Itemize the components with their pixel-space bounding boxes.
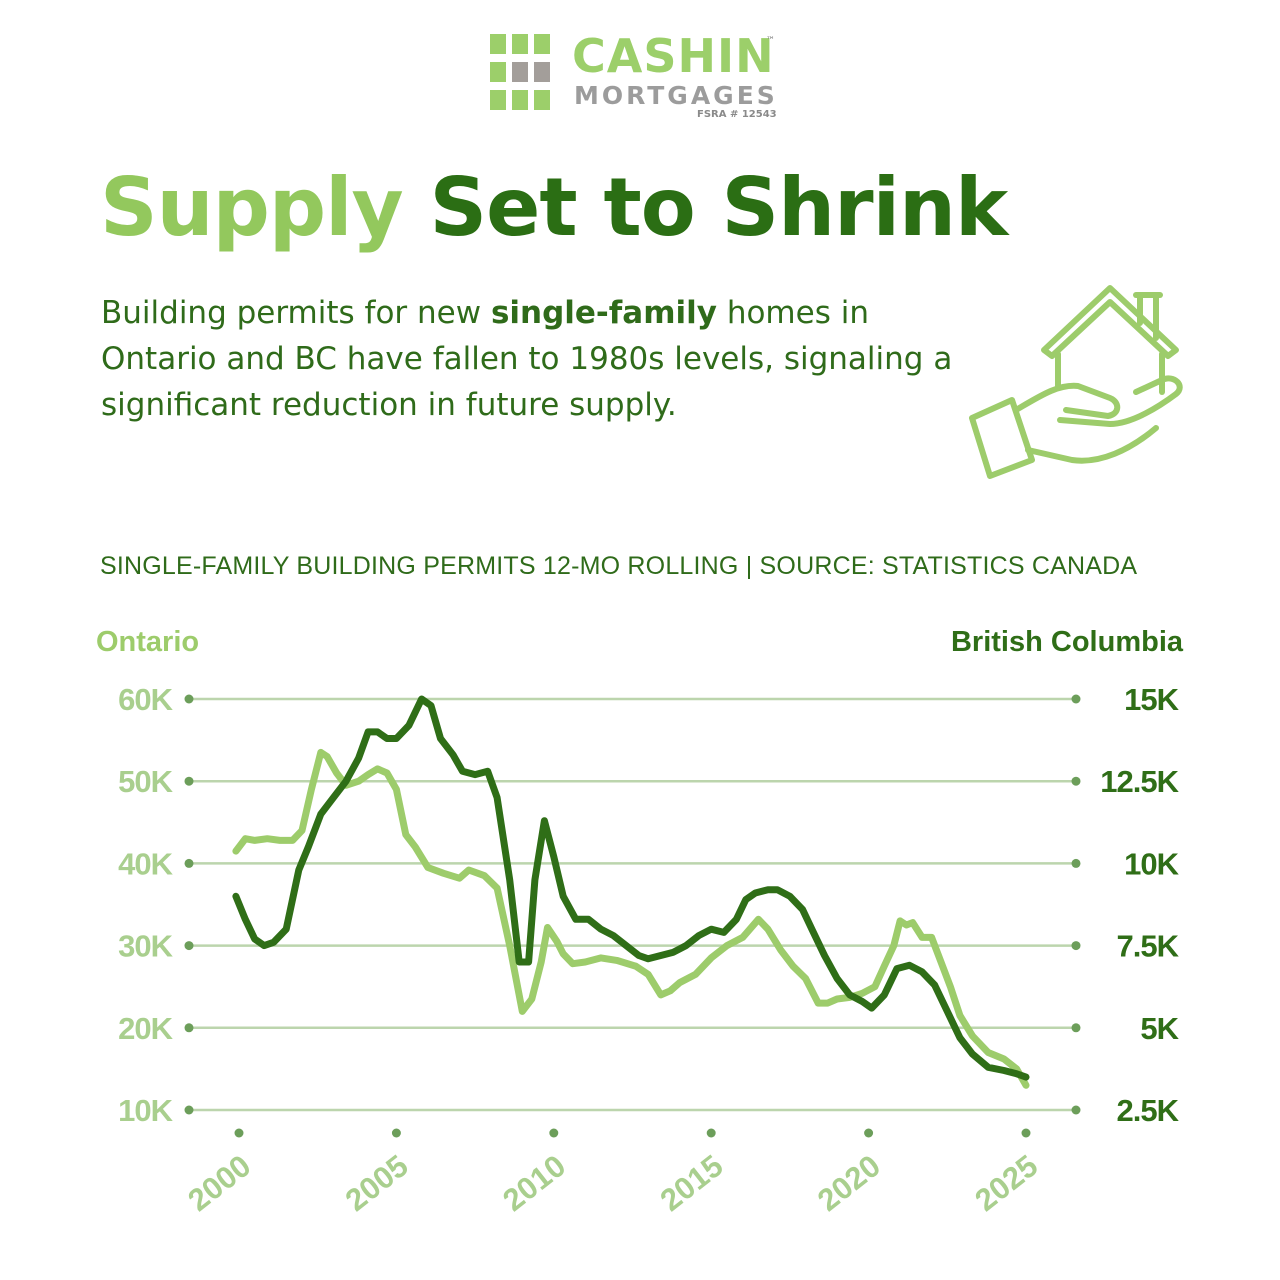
intro-after: homes in Ontario and BC have fallen to 1… <box>101 295 953 423</box>
left-tick-dot <box>184 1105 194 1115</box>
right-tick-label: 12.5K <box>1100 764 1179 799</box>
x-tick-label: 2005 <box>339 1148 415 1218</box>
left-tick-label: 30K <box>118 929 173 964</box>
left-tick-label: 50K <box>118 764 173 799</box>
bc-series-line <box>232 695 1030 1081</box>
x-tick-label: 2025 <box>968 1148 1044 1218</box>
x-tick-dot <box>1021 1128 1031 1138</box>
headline: Supply Set to Shrink <box>100 160 1200 256</box>
logo-grid-icon <box>490 34 554 110</box>
cashin-mortgages-logo: CASHIN ™ MORTGAGES FSRA # 12543 <box>490 29 790 124</box>
left-tick-dot <box>184 694 194 704</box>
logo-license: FSRA # 12543 <box>697 109 777 120</box>
x-tick-label: 2010 <box>496 1148 572 1218</box>
x-tick-label: 2020 <box>811 1148 887 1218</box>
logo-name: CASHIN <box>572 29 775 83</box>
hand-holding-house-icon <box>969 285 1183 479</box>
left-tick-dot <box>184 1023 194 1033</box>
ontario-series-line <box>232 748 1030 1089</box>
right-tick-dot <box>1071 1023 1081 1033</box>
x-tick-dot <box>549 1128 559 1138</box>
left-tick-label: 10K <box>118 1093 173 1128</box>
headline-part-2: Set to Shrink <box>429 161 1009 254</box>
right-tick-label: 10K <box>1124 846 1179 881</box>
left-tick-label: 60K <box>118 682 173 717</box>
left-tick-dot <box>184 941 194 951</box>
x-tick-label: 2000 <box>181 1148 257 1218</box>
x-tick-dot <box>706 1128 716 1138</box>
left-tick-label: 20K <box>118 1011 173 1046</box>
right-tick-dot <box>1071 941 1081 951</box>
left-tick-dot <box>184 776 194 786</box>
x-tick-dot <box>234 1128 244 1138</box>
logo-trademark: ™ <box>766 36 775 46</box>
x-tick-dot <box>864 1128 874 1138</box>
x-tick-dot <box>391 1128 401 1138</box>
left-tick-label: 40K <box>118 846 173 881</box>
x-tick-label: 2015 <box>654 1148 730 1218</box>
intro-before: Building permits for new <box>101 295 491 331</box>
right-tick-label: 5K <box>1140 1011 1179 1046</box>
chart-subtitle: SINGLE-FAMILY BUILDING PERMITS 12-MO ROL… <box>100 552 1138 580</box>
intro-bold: single-family <box>490 295 717 331</box>
headline-part-1: Supply <box>100 161 404 254</box>
permits-line-chart: Ontario British Columbia 60K 50K 40K 30K 20K… <box>96 626 1184 1218</box>
right-tick-dot <box>1071 858 1081 868</box>
left-axis-title: Ontario <box>96 626 199 658</box>
right-tick-label: 2.5K <box>1117 1093 1180 1128</box>
right-tick-label: 15K <box>1124 682 1179 717</box>
left-tick-dot <box>184 858 194 868</box>
right-tick-dot <box>1071 1105 1081 1115</box>
logo-subtitle: MORTGAGES <box>574 81 778 110</box>
right-tick-label: 7.5K <box>1117 929 1180 964</box>
right-axis-title: British Columbia <box>951 626 1184 658</box>
right-tick-dot <box>1071 694 1081 704</box>
right-tick-dot <box>1071 776 1081 786</box>
intro-text: Building permits for new single-family h… <box>101 290 961 428</box>
